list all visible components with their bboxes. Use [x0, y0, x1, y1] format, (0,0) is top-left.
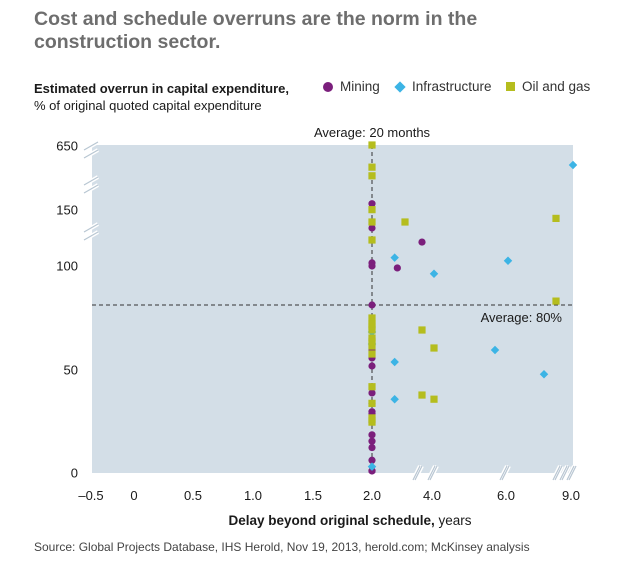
- data-point-diamond: [490, 345, 500, 355]
- x-tick-label: 0: [130, 488, 137, 503]
- legend-item-oil-and-gas: Oil and gas: [506, 79, 590, 94]
- data-point-circle: [368, 443, 376, 452]
- data-point-square: [368, 172, 376, 180]
- y-tick-label: 100: [56, 259, 78, 274]
- data-point-circle: [368, 456, 376, 464]
- x-tick-label: 9.0: [562, 488, 580, 503]
- data-points: [367, 141, 578, 475]
- data-point-circle: [368, 224, 376, 232]
- x-tick-label: 0.5: [184, 488, 202, 503]
- y-axis-break-mark: [83, 141, 99, 159]
- data-point-diamond: [539, 369, 549, 379]
- data-point-diamond: [390, 253, 399, 262]
- data-point-square: [368, 383, 376, 391]
- data-point-square: [552, 297, 560, 305]
- y-axis-break-mark: [83, 176, 99, 194]
- data-point-square: [401, 218, 409, 226]
- x-tick-label: 2.0: [363, 488, 381, 503]
- x-axis-break-mark: [412, 465, 423, 481]
- legend-marker-square: [506, 82, 515, 91]
- data-point-diamond: [429, 269, 439, 279]
- data-point-square: [368, 314, 376, 322]
- y-tick-label: 150: [56, 203, 78, 218]
- y-axis-title-bold: Estimated overrun in capital expenditure…: [34, 81, 290, 96]
- data-point-circle: [418, 238, 426, 246]
- data-point-square: [430, 344, 438, 352]
- data-point-circle: [368, 389, 376, 397]
- legend-marker-circle: [323, 81, 333, 92]
- y-axis-title-rest: % of original quoted capital expenditure: [34, 98, 262, 113]
- data-point-circle: [368, 431, 376, 439]
- data-point-diamond: [503, 256, 513, 266]
- data-point-square: [368, 414, 376, 422]
- data-point-circle: [368, 301, 376, 309]
- data-point-diamond: [390, 357, 399, 367]
- data-point-square: [368, 338, 376, 346]
- data-point-circle: [368, 437, 376, 445]
- data-point-circle: [393, 264, 401, 272]
- data-point-square: [368, 334, 376, 342]
- chart-legend: Mining Infrastructure Oil and gas: [0, 79, 640, 99]
- data-point-square: [430, 395, 438, 403]
- data-point-square: [368, 141, 376, 149]
- source-note: Source: Global Projects Database, IHS He…: [34, 540, 530, 554]
- data-point-circle: [368, 262, 376, 270]
- legend-item-mining: Mining: [323, 79, 380, 94]
- data-point-square: [368, 399, 376, 407]
- x-axis-break-mark: [566, 465, 577, 481]
- y-axis-title: Estimated overrun in capital expenditure…: [34, 80, 289, 114]
- data-point-square: [368, 326, 376, 334]
- x-tick-label: 4.0: [423, 488, 441, 503]
- data-point-square: [368, 418, 376, 426]
- chart-headline: Cost and schedule overruns are the norm …: [34, 8, 478, 53]
- legend-label-mining: Mining: [340, 79, 380, 94]
- data-point-square: [368, 342, 376, 350]
- x-axis-break-mark: [552, 465, 563, 481]
- y-axis-break-mark: [83, 223, 99, 241]
- axis-breaks: [83, 140, 578, 481]
- data-point-square: [552, 214, 560, 222]
- x-tick-label: 1.5: [304, 488, 322, 503]
- data-point-square: [368, 163, 376, 171]
- series-oil-and-gas: [368, 141, 560, 426]
- legend-item-infrastructure: Infrastructure: [394, 79, 492, 94]
- x-tick-label: 1.0: [244, 488, 262, 503]
- data-point-square: [368, 236, 376, 244]
- y-tick-label: 650: [56, 139, 78, 154]
- data-point-diamond: [390, 394, 399, 404]
- x-axis-break-mark: [427, 465, 438, 481]
- annotation-average-months: Average: 20 months: [314, 125, 431, 140]
- legend-label-infrastructure: Infrastructure: [412, 79, 492, 94]
- x-axis-title-rest: years: [438, 513, 472, 528]
- data-point-circle: [368, 362, 376, 370]
- x-axis-break-mark: [559, 465, 570, 481]
- data-point-diamond: [367, 462, 377, 471]
- data-point-square: [368, 218, 376, 226]
- y-tick-label: 50: [64, 363, 78, 378]
- legend-label-oil-and-gas: Oil and gas: [522, 79, 591, 94]
- x-tick-label: –0.5: [78, 488, 103, 503]
- x-tick-label: 6.0: [497, 488, 515, 503]
- plot-area: [92, 145, 573, 473]
- x-axis-title: Delay beyond original schedule, years: [0, 513, 640, 528]
- data-point-square: [418, 391, 426, 399]
- annotation-average-percent: Average: 80%: [481, 310, 563, 325]
- data-point-square: [418, 326, 426, 334]
- y-tick-label: 0: [71, 466, 78, 481]
- data-point-square: [368, 350, 376, 358]
- data-point-square: [368, 320, 376, 328]
- x-axis-break-mark: [499, 465, 510, 481]
- data-point-square: [368, 206, 376, 214]
- x-axis-title-bold: Delay beyond original schedule,: [228, 513, 435, 528]
- data-point-circle: [368, 200, 376, 208]
